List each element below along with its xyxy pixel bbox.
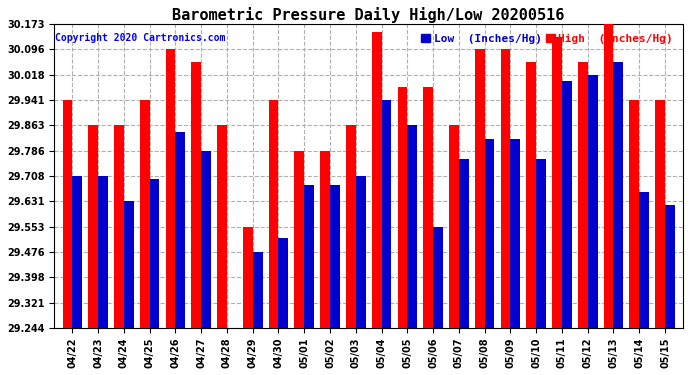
Bar [613,62,623,328]
Bar [484,140,495,328]
Bar [114,125,124,328]
Bar [304,185,314,328]
Bar [217,125,227,328]
Bar [166,49,175,328]
Bar [562,81,572,328]
Bar [656,100,665,328]
Bar [346,125,356,328]
Bar [665,205,675,328]
Bar [397,87,407,328]
Bar [124,201,134,328]
Bar [604,24,613,328]
Bar [536,159,546,328]
Bar [407,125,417,328]
Bar [501,49,511,328]
Bar [72,176,82,328]
Bar [639,192,649,328]
Bar [320,151,330,328]
Bar [191,62,201,328]
Bar [268,100,279,328]
Bar [279,237,288,328]
Legend: Low  (Inches/Hg), High  (Inches/Hg): Low (Inches/Hg), High (Inches/Hg) [417,30,678,49]
Bar [423,87,433,328]
Bar [88,125,98,328]
Bar [253,252,262,328]
Bar [459,159,469,328]
Bar [201,151,211,328]
Bar [511,140,520,328]
Bar [140,100,150,328]
Bar [475,49,484,328]
Bar [356,176,366,328]
Bar [63,100,72,328]
Bar [98,176,108,328]
Bar [552,37,562,328]
Text: Copyright 2020 Cartronics.com: Copyright 2020 Cartronics.com [55,33,226,43]
Title: Barometric Pressure Daily High/Low 20200516: Barometric Pressure Daily High/Low 20200… [172,7,565,23]
Bar [578,62,588,328]
Bar [372,32,382,328]
Bar [150,179,159,328]
Bar [175,132,185,328]
Bar [588,75,598,328]
Bar [433,227,443,328]
Bar [295,151,304,328]
Bar [449,125,459,328]
Bar [629,100,639,328]
Bar [330,185,339,328]
Bar [243,227,253,328]
Bar [526,62,536,328]
Bar [382,100,391,328]
